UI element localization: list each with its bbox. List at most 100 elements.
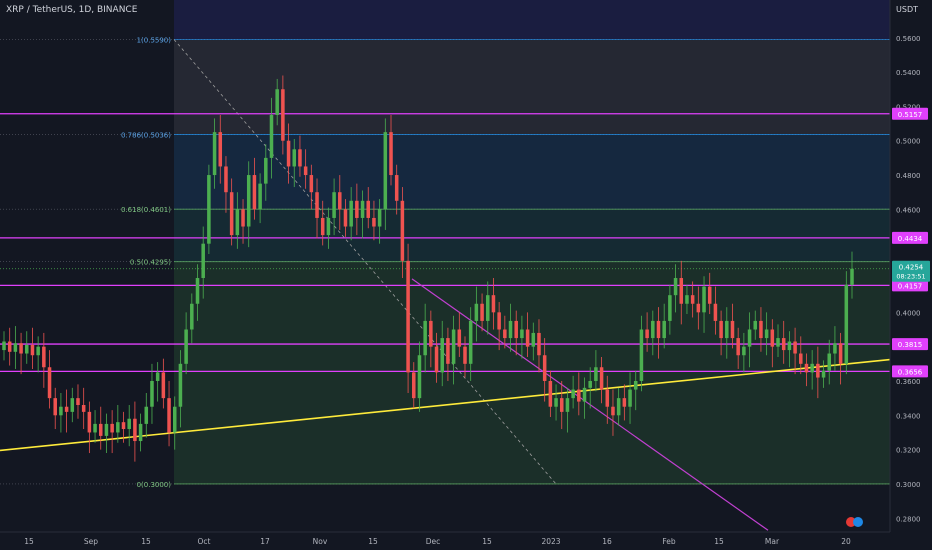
- candle-body: [816, 363, 820, 378]
- candle-body: [42, 346, 46, 368]
- time-tick: Oct: [198, 537, 211, 546]
- candle-body: [349, 200, 353, 227]
- time-tick: 15: [714, 537, 724, 546]
- price-tick: 0.4000: [896, 309, 921, 317]
- candle-body: [451, 329, 456, 364]
- candle-body: [127, 418, 131, 430]
- candle-body: [844, 284, 849, 364]
- price-tick: 0.4600: [896, 206, 921, 214]
- time-tick: 15: [368, 537, 378, 546]
- candle-body: [400, 200, 405, 261]
- candle-body: [821, 370, 826, 378]
- candle-body: [679, 278, 684, 304]
- candle-body: [184, 329, 188, 364]
- candle-body: [64, 406, 69, 412]
- currency-label: USDT: [896, 5, 918, 14]
- candle-body: [520, 329, 524, 339]
- countdown-label: 08:23:51: [896, 273, 925, 281]
- candle-body: [594, 367, 598, 381]
- candle-body: [167, 398, 171, 433]
- candle-body: [781, 338, 786, 351]
- candle-body: [725, 320, 729, 339]
- candle-body: [81, 405, 86, 412]
- candle-body: [87, 411, 92, 433]
- candle-body: [850, 268, 854, 285]
- candle-body: [542, 355, 547, 381]
- candle-body: [338, 192, 342, 210]
- candle-body: [309, 175, 314, 193]
- candle-body: [503, 329, 507, 339]
- flag-circle-red: [846, 517, 856, 527]
- candle-body: [138, 423, 143, 442]
- candle-body: [537, 332, 541, 356]
- candle-body: [218, 132, 223, 167]
- candle-body: [463, 346, 467, 364]
- candle-body: [76, 398, 80, 406]
- flag-circle-blue: [853, 517, 863, 527]
- candle-body: [645, 329, 649, 339]
- candle-body: [633, 380, 638, 390]
- time-tick: 15: [24, 537, 34, 546]
- candle-body: [150, 380, 154, 407]
- candle-body: [764, 329, 769, 339]
- candle-body: [13, 343, 18, 352]
- candle-body: [736, 338, 740, 356]
- candle-body: [360, 200, 365, 218]
- candle-body: [264, 157, 268, 184]
- candle-body: [406, 260, 410, 373]
- price-tick: 0.5400: [896, 69, 921, 77]
- candle-body: [303, 166, 308, 176]
- candle-body: [531, 332, 536, 347]
- candle-body: [548, 380, 553, 407]
- time-tick: 17: [260, 537, 270, 546]
- candle-body: [19, 343, 23, 354]
- candle-body: [366, 200, 371, 218]
- time-tick: 20: [841, 537, 851, 546]
- candle-body: [30, 344, 35, 356]
- candle-body: [599, 367, 604, 390]
- candle-body: [429, 320, 433, 347]
- candle-body: [275, 89, 279, 115]
- candle-body: [343, 209, 348, 227]
- candle-body: [662, 320, 666, 339]
- candle-body: [190, 303, 194, 330]
- candle-body: [59, 406, 63, 416]
- fib-zone: [174, 134, 890, 210]
- time-tick: Feb: [662, 537, 676, 546]
- candle-body: [753, 320, 758, 330]
- candle-body: [554, 398, 558, 407]
- price-tick: 0.2800: [896, 515, 921, 523]
- time-tick: 15: [482, 537, 492, 546]
- candle-body: [485, 295, 490, 321]
- candle-body: [559, 398, 564, 412]
- price-tick: 0.5000: [896, 138, 921, 146]
- time-axis-bg: [0, 532, 890, 550]
- level-badge: [892, 231, 928, 244]
- candle-body: [446, 338, 450, 364]
- candle-body: [730, 320, 735, 339]
- candle-body: [565, 398, 570, 412]
- candle-body: [315, 192, 319, 218]
- candle-body: [696, 303, 701, 313]
- candle-body: [673, 278, 678, 296]
- candle-body: [7, 341, 12, 352]
- time-tick: 16: [602, 537, 612, 546]
- candle-body: [412, 372, 416, 399]
- candle-body: [372, 217, 376, 227]
- candle-body: [713, 303, 718, 321]
- candle-body: [121, 422, 126, 430]
- candle-body: [377, 209, 382, 227]
- time-tick: Nov: [313, 537, 328, 546]
- candle-body: [178, 363, 183, 407]
- candle-body: [747, 329, 752, 347]
- candle-body: [508, 320, 513, 339]
- candle-body: [133, 418, 137, 442]
- candle-body: [605, 389, 610, 407]
- candle-body: [298, 149, 302, 167]
- candle-body: [582, 387, 587, 402]
- level-badge: [892, 279, 928, 292]
- candle-body: [93, 423, 97, 433]
- candle-body: [491, 295, 496, 313]
